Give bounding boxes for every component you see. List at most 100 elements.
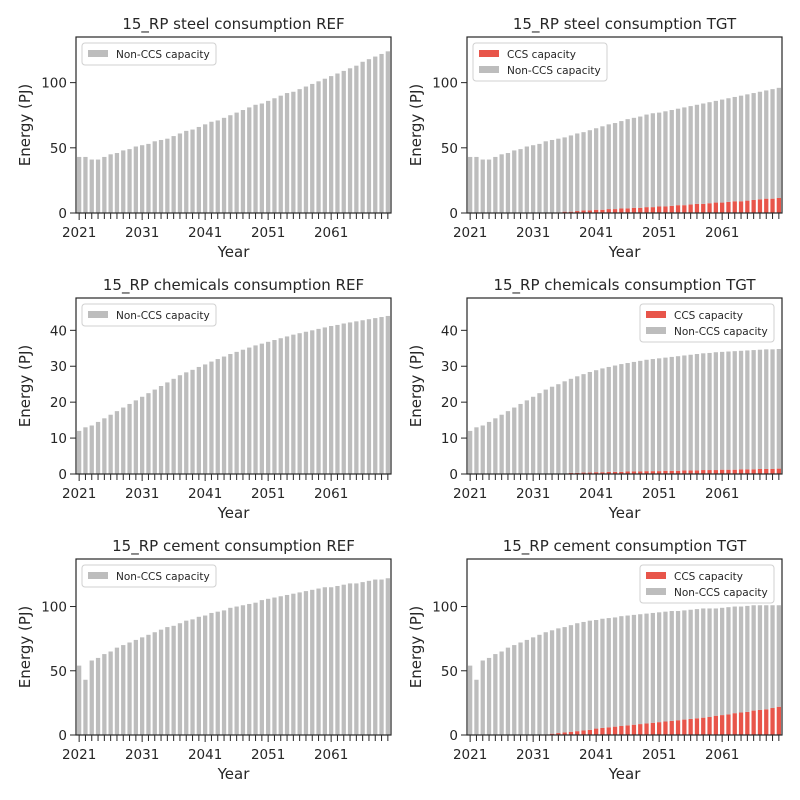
bar-non-ccs-2047 xyxy=(631,614,637,725)
bar-non-ccs-2038 xyxy=(184,620,189,735)
bar-non-ccs-2024 xyxy=(486,421,492,474)
bar-ccs-2066 xyxy=(751,199,756,213)
bar-non-ccs-2027 xyxy=(114,647,120,735)
legend-box xyxy=(81,564,217,588)
bar-non-ccs-2047 xyxy=(240,349,246,474)
bar-non-ccs-2031 xyxy=(140,637,145,735)
bar-non-ccs-2054 xyxy=(675,611,681,721)
x-tick-label: 2061 xyxy=(314,486,348,502)
bar-non-ccs-2060 xyxy=(322,587,327,735)
bar-ccs-2057 xyxy=(694,718,700,735)
bar-non-ccs-2021 xyxy=(468,665,473,735)
legend-box xyxy=(639,303,775,343)
bar-non-ccs-2068 xyxy=(373,318,378,474)
bar-ccs-2056 xyxy=(688,470,693,474)
x-tick-label: 2051 xyxy=(642,747,676,763)
bar-non-ccs-2022 xyxy=(83,156,88,213)
y-axis-label: Energy (PJ) xyxy=(407,345,425,427)
bar-non-ccs-2035 xyxy=(556,384,561,474)
bar-ccs-2047 xyxy=(631,471,637,474)
bar-non-ccs-2066 xyxy=(751,93,756,200)
bar-non-ccs-2061 xyxy=(329,587,334,735)
series-ccs xyxy=(543,706,781,735)
bar-ccs-2063 xyxy=(732,469,737,474)
legend-swatch-ccs xyxy=(646,572,666,579)
bar-non-ccs-2031 xyxy=(531,637,536,735)
bar-non-ccs-2050 xyxy=(650,359,655,472)
x-axis-label: Year xyxy=(608,765,642,783)
bar-non-ccs-2029 xyxy=(127,642,132,735)
bar-non-ccs-2023 xyxy=(480,425,485,474)
x-axis-label: Year xyxy=(217,765,251,783)
bar-non-ccs-2033 xyxy=(152,389,157,474)
bar-ccs-2059 xyxy=(707,470,712,474)
bar-non-ccs-2053 xyxy=(278,95,283,213)
bar-non-ccs-2028 xyxy=(121,645,126,735)
bar-non-ccs-2056 xyxy=(688,106,693,205)
x-tick-label: 2021 xyxy=(62,486,96,502)
bar-non-ccs-2027 xyxy=(114,153,120,213)
bar-non-ccs-2030 xyxy=(133,400,138,474)
bar-non-ccs-2026 xyxy=(499,154,504,213)
bar-non-ccs-2055 xyxy=(291,91,296,213)
bar-non-ccs-2051 xyxy=(657,112,662,207)
x-tick-label: 2041 xyxy=(188,747,222,763)
bar-non-ccs-2066 xyxy=(751,605,756,711)
bar-non-ccs-2037 xyxy=(568,378,574,473)
bar-non-ccs-2026 xyxy=(108,154,113,213)
bar-non-ccs-2039 xyxy=(190,369,195,474)
bar-ccs-2038 xyxy=(575,211,580,213)
bar-ccs-2052 xyxy=(663,206,668,213)
bar-non-ccs-2036 xyxy=(171,378,176,474)
bar-non-ccs-2035 xyxy=(165,382,170,474)
bar-ccs-2064 xyxy=(738,201,744,213)
bar-non-ccs-2060 xyxy=(713,100,718,203)
bar-ccs-2061 xyxy=(720,202,725,213)
bar-non-ccs-2028 xyxy=(512,645,517,735)
bar-non-ccs-2028 xyxy=(512,150,517,213)
bar-non-ccs-2027 xyxy=(505,153,511,213)
chart-panel-4: 2021 2031 2041 2051 2061 0 10 20 30 40 15_RP chemi… xyxy=(407,276,783,522)
bar-non-ccs-2041 xyxy=(203,615,208,735)
legend-box xyxy=(81,42,217,66)
bar-ccs-2060 xyxy=(713,715,718,735)
bar-non-ccs-2026 xyxy=(108,414,113,474)
bar-non-ccs-2051 xyxy=(657,612,662,723)
x-tick-label: 2051 xyxy=(251,747,285,763)
bar-ccs-2047 xyxy=(631,724,637,735)
bar-non-ccs-2057 xyxy=(303,591,309,735)
bar-non-ccs-2062 xyxy=(726,351,731,470)
bar-non-ccs-2069 xyxy=(379,53,384,214)
bar-ccs-2068 xyxy=(764,198,769,213)
bar-non-ccs-2050 xyxy=(650,113,655,208)
bar-ccs-2042 xyxy=(600,209,605,213)
x-tick-label: 2041 xyxy=(188,225,222,241)
x-tick-label: 2061 xyxy=(314,747,348,763)
y-tick-label: 20 xyxy=(50,395,67,411)
bar-non-ccs-2064 xyxy=(738,606,744,713)
legend-label-ccs: CCS capacity xyxy=(674,310,743,322)
bar-non-ccs-2031 xyxy=(531,145,536,213)
bar-ccs-2057 xyxy=(694,470,700,474)
bar-non-ccs-2060 xyxy=(322,78,327,213)
bar-non-ccs-2063 xyxy=(341,70,346,214)
bar-non-ccs-2067 xyxy=(757,91,763,200)
bar-non-ccs-2062 xyxy=(335,73,340,213)
bar-non-ccs-2058 xyxy=(310,330,315,474)
bar-non-ccs-2036 xyxy=(562,627,567,733)
bar-ccs-2040 xyxy=(587,210,592,213)
bar-non-ccs-2041 xyxy=(203,364,208,474)
bar-non-ccs-2070 xyxy=(776,349,781,469)
bar-non-ccs-2043 xyxy=(606,366,611,472)
bar-non-ccs-2032 xyxy=(537,143,542,213)
bar-non-ccs-2052 xyxy=(663,111,668,207)
bar-non-ccs-2056 xyxy=(688,354,693,471)
legend-swatch-non-ccs xyxy=(479,66,499,73)
bar-non-ccs-2065 xyxy=(354,321,359,474)
bar-non-ccs-2044 xyxy=(612,617,618,727)
bar-non-ccs-2059 xyxy=(707,608,712,718)
bar-non-ccs-2024 xyxy=(95,159,101,213)
bar-non-ccs-2048 xyxy=(638,360,643,472)
bar-non-ccs-2036 xyxy=(171,136,176,213)
bar-non-ccs-2042 xyxy=(209,612,214,735)
